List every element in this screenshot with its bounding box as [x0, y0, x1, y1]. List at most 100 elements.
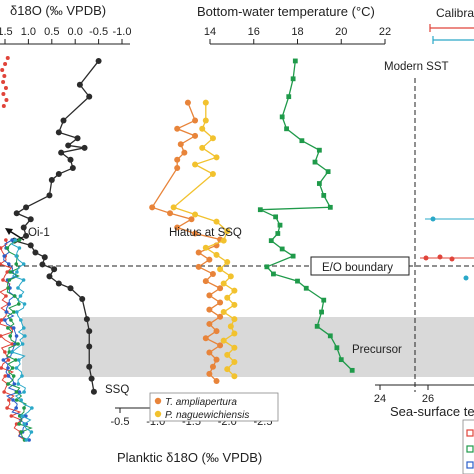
left-stack-point	[5, 56, 10, 60]
left-stack-point	[16, 382, 21, 386]
data-point	[181, 149, 188, 156]
data-point	[32, 249, 39, 256]
data-point	[321, 297, 327, 303]
left-stack-point	[6, 374, 11, 378]
oi1-arrow-head	[5, 228, 13, 235]
left-stack-point	[13, 238, 18, 242]
data-point	[224, 228, 231, 235]
left-stack-point	[4, 98, 9, 102]
data-point	[295, 278, 300, 284]
data-point	[231, 344, 238, 351]
left-stack-point	[14, 262, 19, 266]
data-point	[177, 141, 184, 148]
left-stack-point	[10, 342, 15, 346]
left-stack-point	[20, 414, 24, 418]
data-point	[86, 363, 93, 370]
left-stack-point	[5, 270, 10, 274]
data-point	[213, 328, 220, 335]
left-stack-point	[17, 422, 21, 426]
left-stack-point	[5, 406, 9, 410]
data-point	[192, 211, 199, 218]
left-stack-point	[10, 238, 14, 242]
data-point	[217, 313, 224, 320]
data-point	[86, 93, 93, 100]
left-stack-point	[14, 366, 19, 370]
data-point	[314, 323, 320, 329]
left-stack-point	[16, 286, 20, 290]
data-point	[227, 273, 234, 280]
left-stack-point	[20, 374, 24, 378]
data-point	[213, 251, 220, 258]
data-point	[184, 99, 191, 106]
left-stack-point	[22, 422, 27, 426]
data-point	[192, 161, 199, 168]
data-point	[46, 192, 53, 199]
left-stack-point	[9, 318, 13, 322]
tick-label: 20	[335, 26, 347, 38]
left-stack-point	[19, 430, 23, 434]
data-point	[86, 343, 93, 350]
left-stack-point	[7, 398, 11, 402]
data-point	[268, 238, 274, 244]
data-point	[325, 169, 331, 175]
legend-box	[149, 392, 279, 422]
data-point	[224, 294, 231, 301]
left-stack-point	[21, 278, 26, 282]
data-point	[209, 171, 216, 177]
left-stack-point	[14, 254, 19, 258]
left-stack-point	[1, 80, 6, 84]
tick-label: 0.0	[68, 26, 83, 38]
data-point	[279, 246, 285, 252]
legend-swatch-blue	[466, 461, 474, 469]
data-point	[81, 144, 88, 151]
data-point	[213, 356, 220, 363]
legend-box-right	[462, 419, 474, 474]
left-stack-point	[0, 366, 4, 370]
left-stack-point	[22, 326, 26, 330]
data-point	[257, 207, 263, 213]
data-point	[220, 309, 227, 316]
legend-marker-naguewichiensis	[154, 410, 162, 418]
left-stack-point	[3, 62, 8, 66]
data-point	[74, 135, 81, 142]
top-right-ticks: 14 16 18 20 22	[204, 26, 391, 44]
left-stack-point	[14, 390, 19, 394]
data-point	[83, 316, 90, 323]
data-point	[192, 117, 199, 124]
data-point	[23, 232, 30, 239]
left-stack-point	[1, 104, 6, 108]
top-left-axis-label: δ18O (‰ VPDB)	[10, 3, 106, 18]
data-point	[319, 309, 324, 315]
legend-label-naguewichiensis: P. naguewichiensis	[165, 410, 249, 421]
data-point	[27, 242, 34, 249]
data-point	[231, 316, 238, 323]
left-stack-point	[16, 342, 20, 346]
data-point	[192, 230, 199, 237]
data-point	[231, 287, 238, 294]
data-point	[174, 156, 181, 163]
left-stack-point	[7, 302, 11, 306]
left-stack-point	[6, 366, 10, 370]
data-point	[277, 222, 283, 228]
left-stack-point	[5, 246, 10, 250]
data-point	[188, 216, 195, 223]
left-stack-point	[8, 334, 13, 338]
data-point	[231, 359, 238, 366]
precursor-band	[22, 317, 474, 377]
left-stack-point	[19, 318, 23, 322]
left-stack-point	[11, 398, 15, 402]
left-stack-point	[17, 390, 22, 394]
tick-label: 18	[291, 26, 303, 38]
top-left-ticks: 1.5 1.0 0.5 0.0 -0.5 -1.0	[0, 26, 131, 44]
left-stack-point	[16, 358, 21, 362]
tick-label: 0.5	[44, 26, 59, 38]
left-stack-point	[13, 358, 18, 362]
data-point	[303, 285, 309, 291]
left-stack-point	[6, 262, 11, 266]
data-point	[79, 295, 86, 302]
data-point	[321, 193, 327, 198]
data-point	[202, 278, 209, 285]
sst-ticks: 24 26	[374, 385, 434, 405]
tick-label: 16	[248, 26, 260, 38]
data-point	[55, 129, 62, 136]
